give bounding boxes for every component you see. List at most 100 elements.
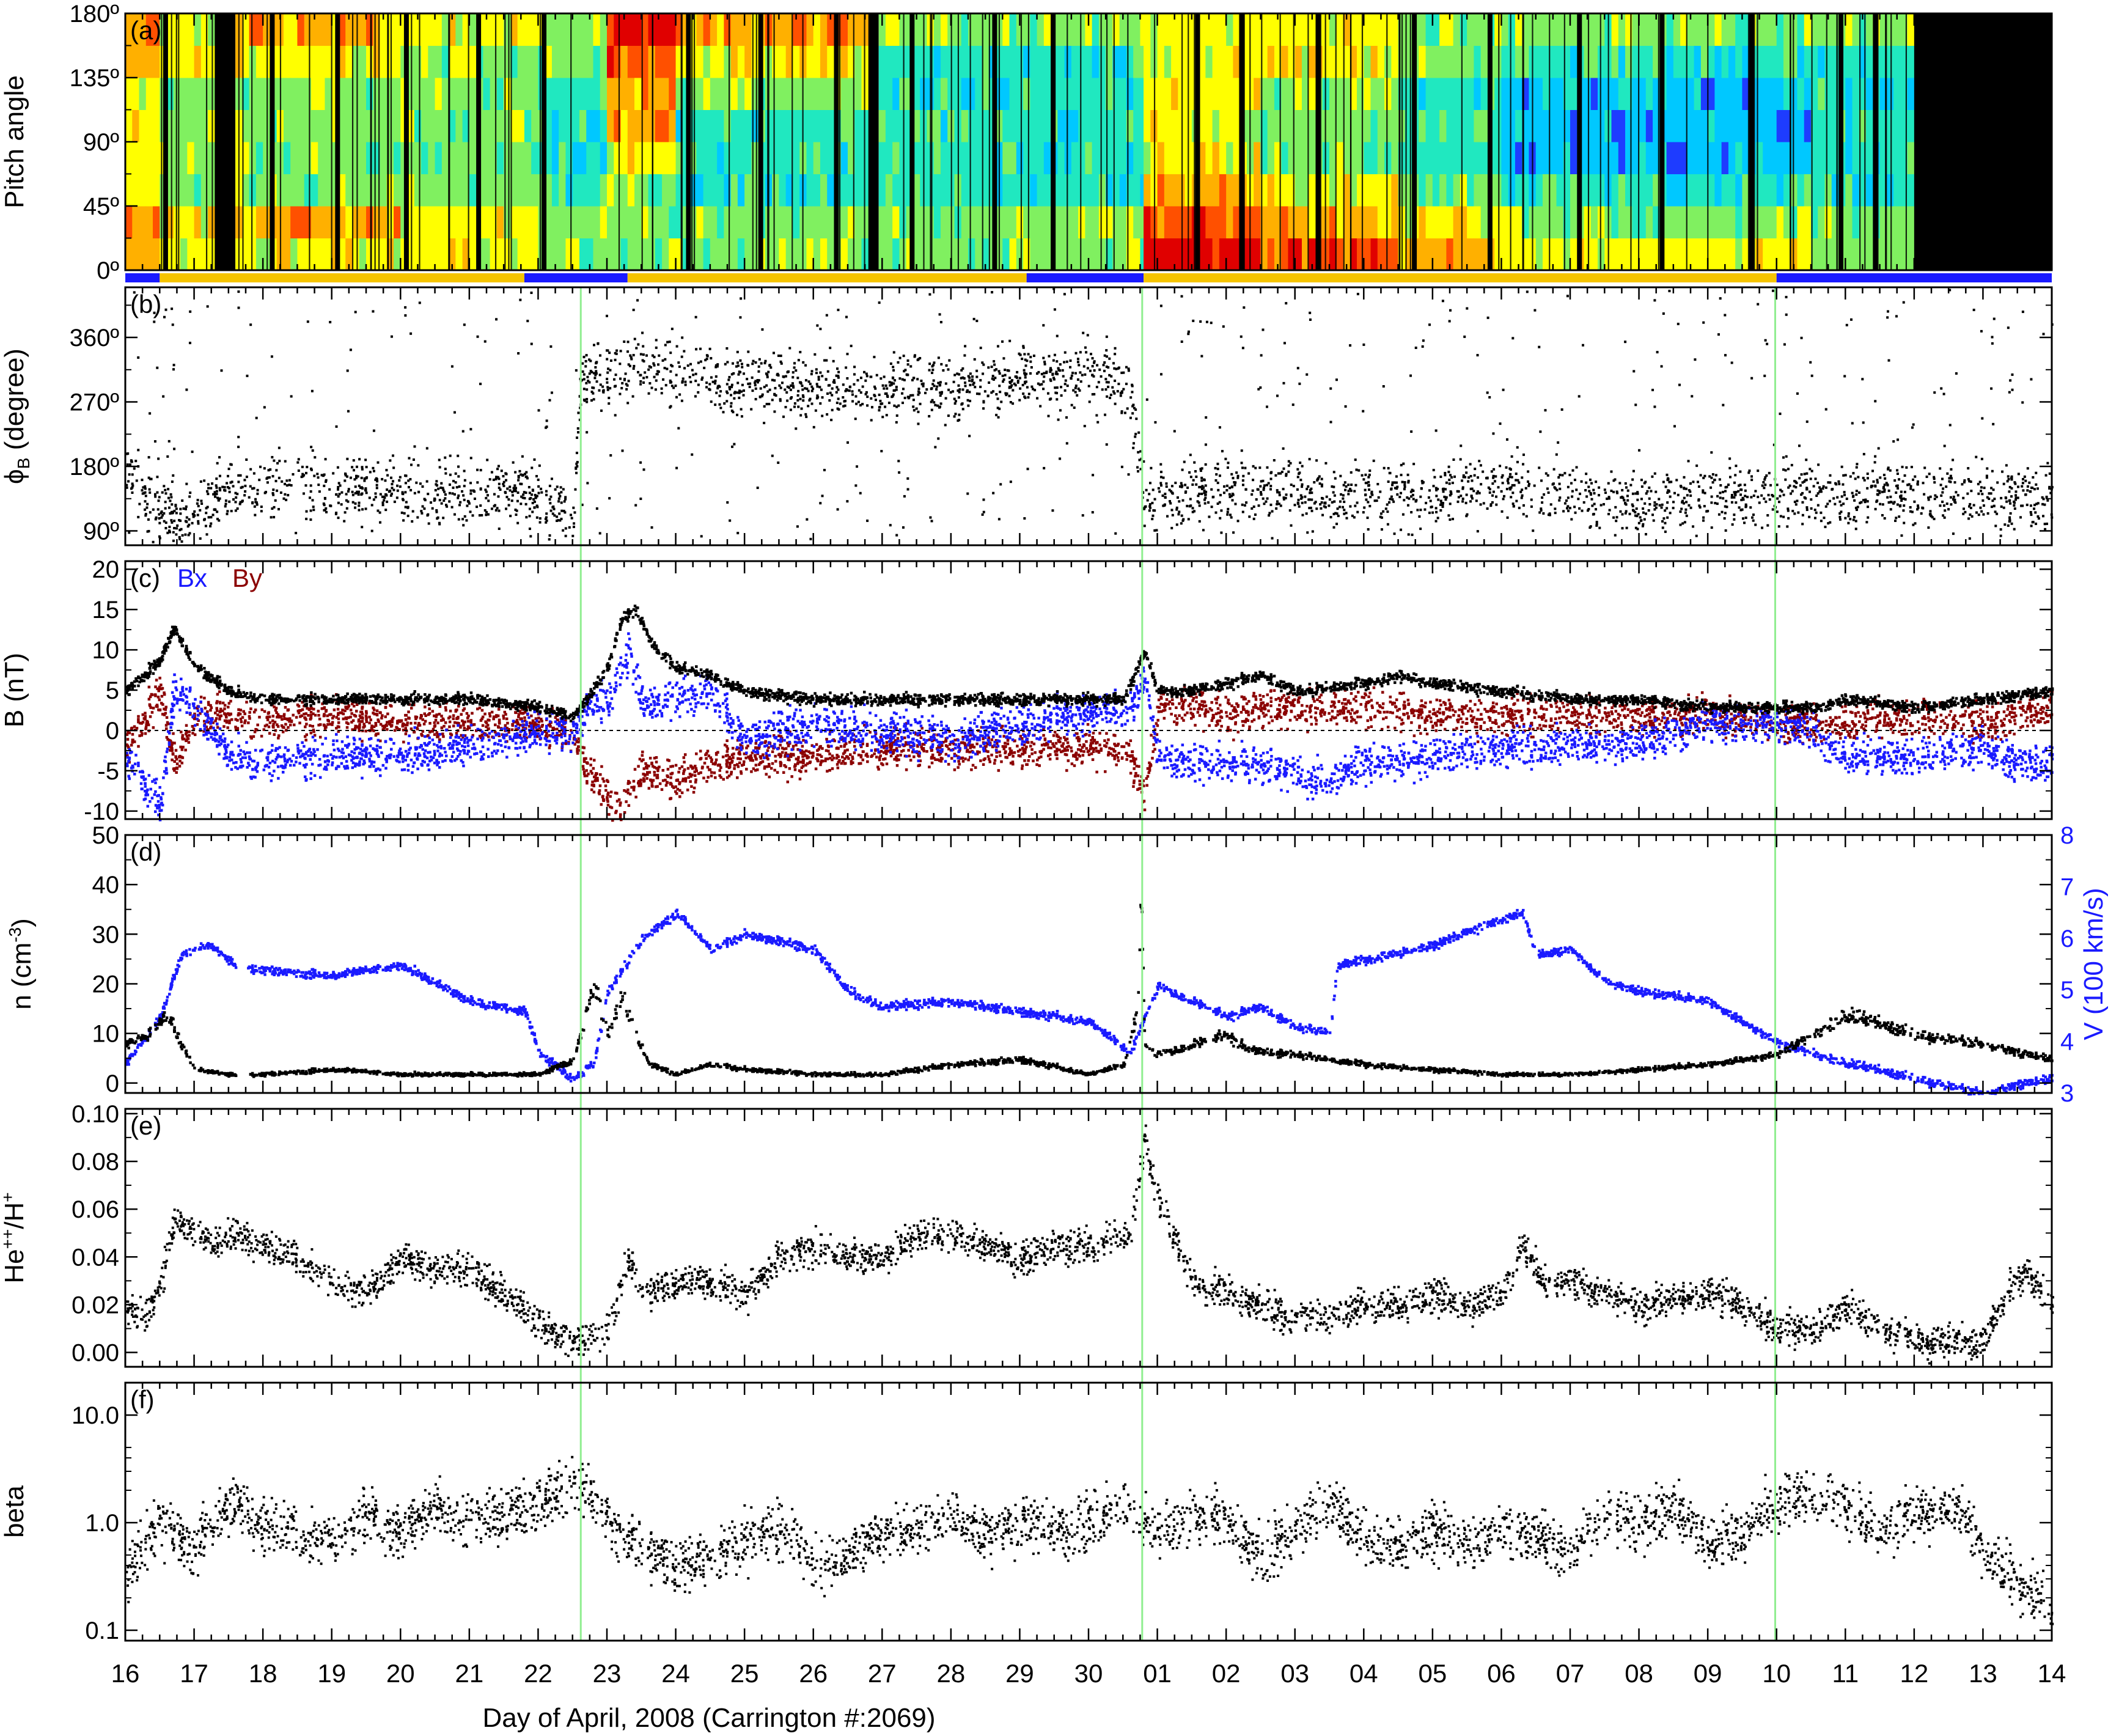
phi-b-point [1608, 509, 1611, 512]
phi-b-point [1760, 494, 1763, 497]
heatmap-cell [1364, 174, 1372, 207]
heatmap-cell [1037, 238, 1045, 271]
heatmap-cell [1133, 78, 1141, 110]
heatmap-cell [559, 206, 567, 238]
phi-b-point [886, 387, 889, 390]
phi-b-point [957, 384, 960, 387]
phi-b-point [1181, 499, 1184, 502]
phi-b-point [1332, 485, 1335, 488]
heatmap-cell [940, 238, 949, 271]
phi-b-point [1543, 493, 1546, 496]
phi-b-point [1260, 480, 1263, 483]
heatmap-cell [1057, 174, 1065, 207]
phi-b-point [621, 381, 624, 384]
phi-b-point [1502, 498, 1505, 501]
phi-b-point [903, 397, 906, 400]
phi-b-point [1492, 490, 1495, 493]
heatmap-cell [854, 142, 862, 174]
heatmap-cell [1254, 13, 1261, 46]
phi-b-point [1449, 518, 1452, 521]
heatmap-cell [1281, 174, 1289, 207]
phi-b-point [390, 476, 393, 479]
heatmap-cell [600, 109, 608, 142]
heatmap-cell [1735, 142, 1743, 174]
heatmap-cell [696, 238, 704, 271]
polarity-segment [1026, 273, 1144, 282]
phi-b-point [1220, 509, 1223, 512]
phi-b-point [675, 395, 678, 399]
heatmap-cell [785, 142, 793, 174]
phi-b-point [1717, 513, 1721, 516]
heatmap-cell [290, 13, 298, 46]
phi-b-point [200, 499, 203, 502]
phi-b-point [1506, 479, 1509, 482]
phi-b-point [506, 487, 509, 490]
heatmap-cell [1199, 142, 1206, 174]
phi-b-point [351, 493, 354, 496]
phi-b-point [935, 385, 938, 388]
phi-b-point [1449, 502, 1452, 506]
phi-b-point [1448, 479, 1451, 482]
phi-b-point [1219, 493, 1222, 496]
phi-b-point [928, 414, 931, 417]
phi-b-point [1500, 510, 1504, 513]
phi-b-point [1628, 512, 1631, 515]
phi-b-point [1408, 497, 1411, 500]
phi-b-point [1120, 410, 1123, 413]
heatmap-cell [885, 238, 893, 271]
heatmap-cell [551, 45, 559, 78]
phi-b-point [2035, 522, 2038, 525]
phi-b-point [1165, 482, 1168, 485]
heatmap-cell [737, 174, 745, 207]
phi-b-point [1053, 353, 1056, 356]
heatmap-cell [483, 109, 491, 142]
phi-b-point [1767, 493, 1770, 496]
phi-b-point [358, 501, 361, 504]
heatmap-gap-line [331, 13, 332, 270]
phi-b-point [1114, 402, 1117, 405]
heatmap-cell [1645, 174, 1653, 207]
heatmap-cell [1467, 206, 1475, 238]
phi-b-point [1457, 496, 1460, 499]
phi-b-point [287, 494, 290, 497]
polarity-segment [125, 273, 160, 282]
phi-b-point [2008, 519, 2011, 522]
heatmap-cell [1205, 78, 1213, 110]
phi-b-point [454, 472, 457, 475]
phi-b-point [1274, 474, 1277, 477]
heatmap-cell [779, 109, 787, 142]
heatmap-cell [1419, 13, 1427, 46]
phi-b-point [1749, 506, 1752, 509]
phi-b-point [1339, 474, 1342, 477]
phi-b-point [221, 485, 224, 488]
phi-b-point [1389, 498, 1392, 501]
heatmap-gap-line [468, 13, 469, 270]
phi-b-point [725, 347, 729, 350]
phi-b-point [237, 474, 240, 477]
heatmap-cell [968, 45, 976, 78]
phi-b-point [1324, 506, 1327, 509]
phi-b-point [1016, 381, 1019, 384]
phi-b-point [1579, 492, 1582, 495]
phi-b-point [409, 478, 412, 481]
phi-b-point [732, 372, 735, 375]
phi-b-point [1269, 503, 1273, 506]
heatmap-cell [1357, 174, 1365, 207]
phi-b-point [1900, 499, 1903, 502]
phi-b-point [606, 381, 609, 384]
heatmap-cell [455, 174, 463, 207]
phi-b-point [309, 509, 312, 512]
heatmap-cell [600, 174, 608, 207]
heatmap-cell [132, 206, 140, 238]
heatmap-cell [607, 142, 615, 174]
phi-b-point [2032, 476, 2035, 479]
phi-b-point [1813, 517, 1816, 520]
heatmap-cell [1391, 174, 1399, 207]
heatmap-cell [913, 45, 920, 78]
heatmap-cell [1377, 206, 1385, 238]
phi-b-point [1255, 498, 1258, 501]
heatmap-cell [565, 174, 573, 207]
heatmap-cell [242, 45, 250, 78]
phi-b-point [463, 515, 466, 518]
phi-b-point [1188, 471, 1191, 474]
